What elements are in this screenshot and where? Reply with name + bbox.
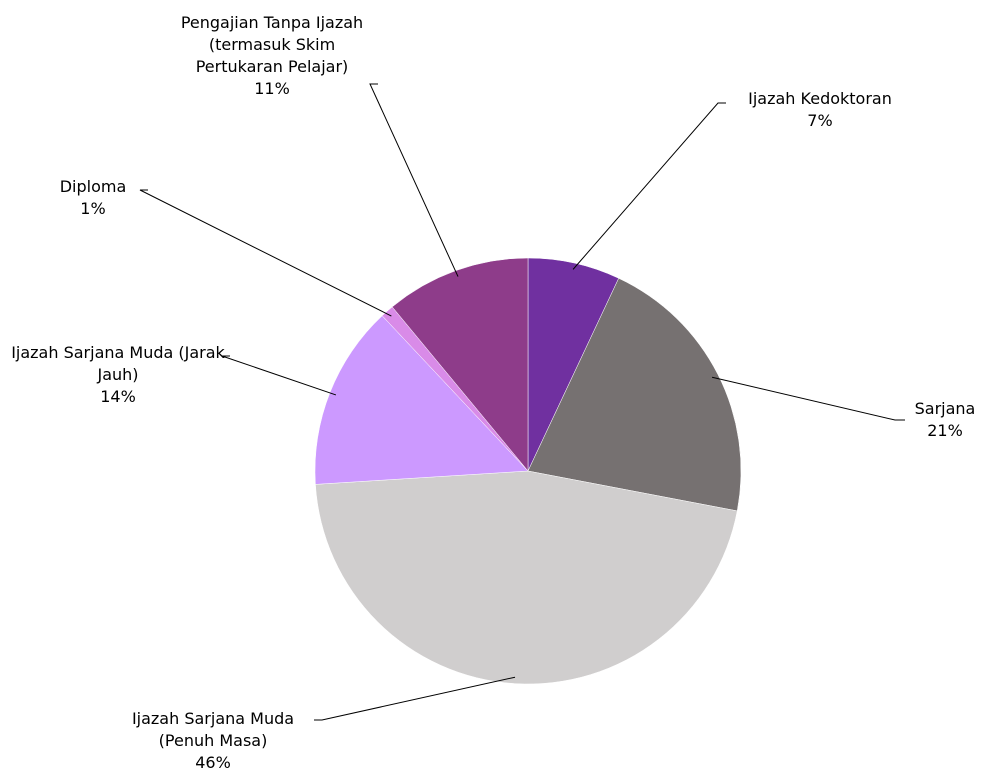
category-label: Diploma	[59, 177, 127, 196]
value-label: 21%	[927, 421, 963, 440]
value-label: 14%	[100, 387, 136, 406]
value-label: 7%	[807, 111, 833, 130]
slice-label: Pengajian Tanpa Ijazah (termasuk Skim Pe…	[163, 12, 381, 100]
slice-label: Ijazah Sarjana Muda (Penuh Masa) 46%	[106, 708, 321, 774]
leader-line	[572, 102, 726, 270]
category-label: Ijazah Sarjana Muda (Penuh Masa)	[131, 709, 295, 750]
leader-line	[711, 376, 905, 421]
category-label: Ijazah Sarjana Muda (Jarak Jauh)	[11, 343, 225, 384]
leader-line	[221, 355, 337, 396]
leader-line	[139, 189, 392, 317]
category-label: Sarjana	[914, 399, 976, 418]
leader-line	[314, 676, 516, 721]
slice-label: Diploma 1%	[33, 176, 153, 220]
slice-label: Ijazah Kedoktoran 7%	[710, 88, 930, 132]
category-label: Ijazah Kedoktoran	[748, 89, 892, 108]
value-label: 46%	[195, 753, 231, 772]
category-label: Pengajian Tanpa Ijazah (termasuk Skim Pe…	[180, 13, 364, 76]
pie-slice	[527, 277, 742, 512]
value-label: 1%	[80, 199, 106, 218]
slice-label: Sarjana 21%	[900, 398, 982, 442]
pie-slice	[315, 470, 738, 685]
pie-slice	[391, 257, 529, 472]
slice-label: Ijazah Sarjana Muda (Jarak Jauh) 14%	[9, 342, 227, 408]
value-label: 11%	[254, 79, 290, 98]
leader-line	[369, 83, 459, 277]
